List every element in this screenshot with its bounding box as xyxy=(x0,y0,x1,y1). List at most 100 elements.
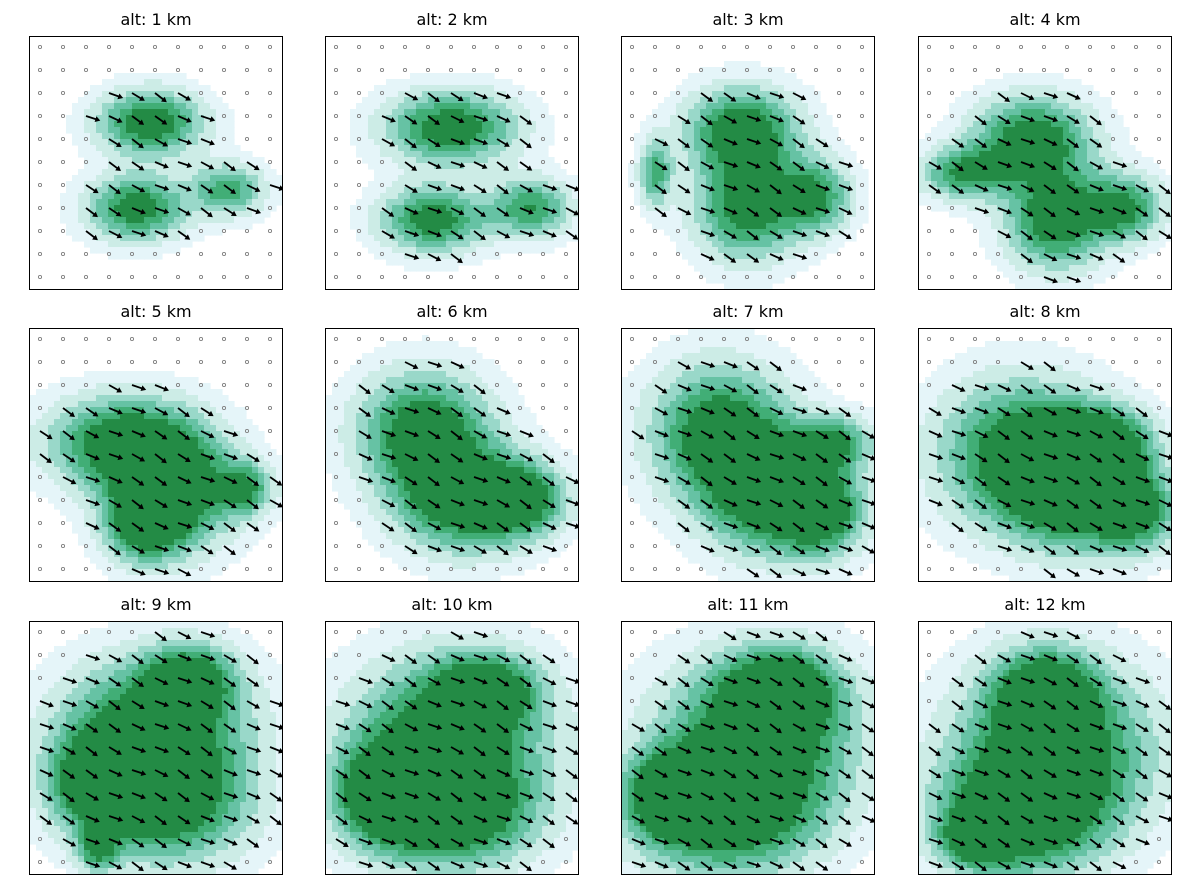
contour-cell xyxy=(760,259,767,266)
contour-cell xyxy=(162,377,169,384)
contour-cell xyxy=(392,229,399,236)
contour-cell xyxy=(132,437,139,444)
contour-cell xyxy=(222,199,229,206)
contour-cell xyxy=(150,395,157,402)
contour-cell xyxy=(96,211,103,218)
contour-cell xyxy=(814,193,821,200)
contour-cell xyxy=(512,127,519,134)
calm-dot xyxy=(37,205,43,211)
contour-cell xyxy=(186,121,193,128)
contour-cell xyxy=(736,187,743,194)
contour-cell xyxy=(186,437,193,444)
contour-cell xyxy=(676,169,683,176)
contour-cell xyxy=(458,193,465,200)
contour-cell xyxy=(802,259,809,266)
calm-dot xyxy=(333,159,339,165)
contour-cell xyxy=(1003,181,1010,188)
contour-cell xyxy=(72,229,79,236)
calm-dot xyxy=(995,274,1001,280)
calm-dot xyxy=(175,274,181,280)
contour-cell xyxy=(416,121,423,128)
contour-cell xyxy=(210,193,217,200)
wind-arrow xyxy=(1043,92,1059,99)
contour-cell xyxy=(380,133,387,140)
contour-cell xyxy=(718,139,725,146)
contour-cell xyxy=(1105,223,1112,230)
contour-cell xyxy=(1045,151,1052,158)
contour-cell xyxy=(518,151,525,158)
contour-cell xyxy=(736,181,743,188)
contour-cell xyxy=(156,437,163,444)
contour-cell xyxy=(742,127,749,134)
wind-arrow xyxy=(792,92,807,101)
contour-cell xyxy=(1063,115,1070,122)
calm-dot xyxy=(1133,136,1139,142)
contour-cell xyxy=(210,419,217,426)
contour-cell xyxy=(144,407,151,414)
contour-cell xyxy=(162,401,169,408)
contour-cell xyxy=(156,163,163,170)
contour-cell xyxy=(1015,259,1022,266)
contour-cell xyxy=(524,97,531,104)
contour-cell xyxy=(120,241,127,248)
contour-cell xyxy=(494,139,501,146)
contour-cell xyxy=(240,151,247,158)
contour-cell xyxy=(416,115,423,122)
contour-cell xyxy=(1123,229,1130,236)
contour-cell xyxy=(548,217,555,224)
contour-cell xyxy=(772,97,779,104)
calm-dot xyxy=(425,44,431,50)
calm-dot xyxy=(744,67,750,73)
contour-cell xyxy=(428,187,435,194)
contour-cell xyxy=(132,85,139,92)
calm-dot xyxy=(356,205,362,211)
contour-cell xyxy=(658,181,665,188)
contour-cell xyxy=(96,181,103,188)
contour-cell xyxy=(742,151,749,158)
contour-cell xyxy=(96,115,103,122)
wind-arrow xyxy=(792,138,805,149)
contour-cell xyxy=(706,127,713,134)
contour-cell xyxy=(1015,187,1022,194)
calm-dot xyxy=(1110,113,1116,119)
contour-cell xyxy=(264,169,271,176)
contour-cell xyxy=(368,139,375,146)
contour-cell xyxy=(530,241,537,248)
contour-cell xyxy=(1057,163,1064,170)
wind-arrow xyxy=(1066,115,1080,124)
contour-cell xyxy=(144,127,151,134)
contour-cell xyxy=(494,169,501,176)
contour-cell xyxy=(572,217,579,224)
calm-dot xyxy=(494,251,500,257)
contour-cell xyxy=(416,265,423,272)
contour-cell xyxy=(1081,229,1088,236)
contour-cell xyxy=(512,223,519,230)
contour-cell xyxy=(748,217,755,224)
calm-dot xyxy=(1156,90,1162,96)
contour-cell xyxy=(808,97,815,104)
contour-cell xyxy=(718,187,725,194)
wind-arrow xyxy=(404,253,420,260)
contour-cell xyxy=(1063,85,1070,92)
contour-cell xyxy=(790,97,797,104)
contour-cell xyxy=(862,169,869,176)
contour-cell xyxy=(1075,109,1082,116)
calm-dot xyxy=(402,44,408,50)
contour-cell xyxy=(138,371,145,378)
contour-cell xyxy=(700,121,707,128)
contour-cell xyxy=(1003,91,1010,98)
contour-cell xyxy=(688,181,695,188)
contour-cell xyxy=(856,181,863,188)
contour-cell xyxy=(1009,175,1016,182)
contour-cell xyxy=(476,103,483,110)
contour-cell xyxy=(1051,157,1058,164)
contour-cell xyxy=(1063,169,1070,176)
contour-cell xyxy=(204,97,211,104)
contour-cell xyxy=(1069,109,1076,116)
contour-cell xyxy=(228,199,235,206)
contour-cell xyxy=(1111,145,1118,152)
contour-cell xyxy=(1123,151,1130,158)
calm-dot xyxy=(1156,44,1162,50)
contour-cell xyxy=(1159,223,1166,230)
contour-cell xyxy=(802,253,809,260)
